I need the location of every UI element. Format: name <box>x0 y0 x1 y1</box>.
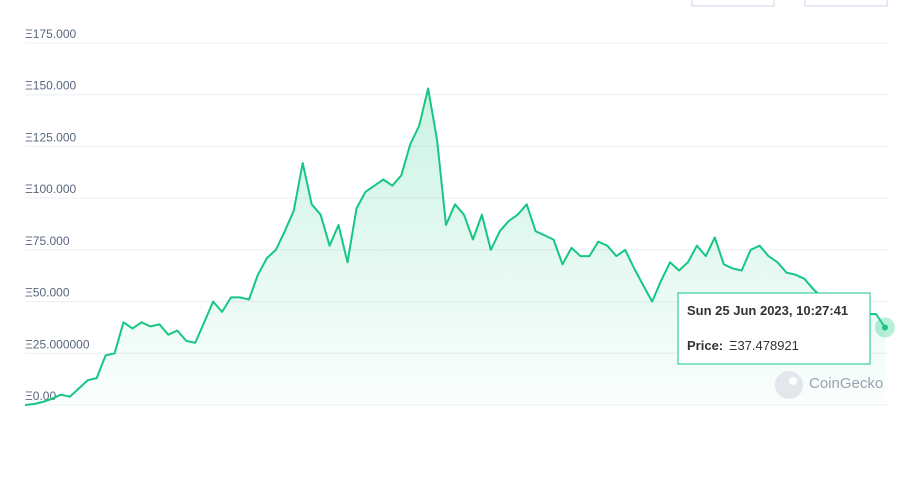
plot <box>24 87 895 406</box>
y-tick-label: Ξ125.000 <box>25 130 77 144</box>
watermark-logo <box>775 371 803 399</box>
y-tick-label: Ξ150.000 <box>25 79 77 93</box>
watermark-text: CoinGecko <box>809 375 883 392</box>
y-tick-label: Ξ75.000 <box>25 234 70 248</box>
grid: Ξ0.00Ξ25.000000Ξ50.000Ξ75.000Ξ100.000Ξ12… <box>25 27 888 406</box>
y-tick-label: Ξ100.000 <box>25 182 77 196</box>
tooltip-box <box>677 292 871 365</box>
line <box>24 87 886 406</box>
date-input[interactable] <box>691 0 775 7</box>
watermark-logo-eye <box>789 377 797 385</box>
tooltip-date: Sun 25 Jun 2023, 10:27:41 <box>687 303 848 318</box>
y-tick-label: Ξ175.000 <box>25 27 77 41</box>
hover-point <box>882 324 888 331</box>
watermark: CoinGecko <box>775 371 883 399</box>
date-input[interactable] <box>804 0 888 7</box>
tooltip-value: Ξ37.478921 <box>729 338 799 353</box>
tooltip: Sun 25 Jun 2023, 10:27:41 Price: Ξ37.478… <box>677 292 871 365</box>
y-tick-label: Ξ50.000 <box>25 286 70 300</box>
area <box>25 88 885 405</box>
y-tick-label: Ξ25.000000 <box>25 337 90 351</box>
tooltip-label: Price: <box>687 338 723 353</box>
